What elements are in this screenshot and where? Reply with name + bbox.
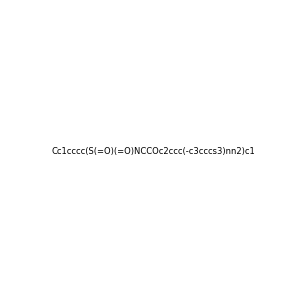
Text: Cc1cccc(S(=O)(=O)NCCOc2ccc(-c3cccs3)nn2)c1: Cc1cccc(S(=O)(=O)NCCOc2ccc(-c3cccs3)nn2)… [52, 147, 256, 156]
